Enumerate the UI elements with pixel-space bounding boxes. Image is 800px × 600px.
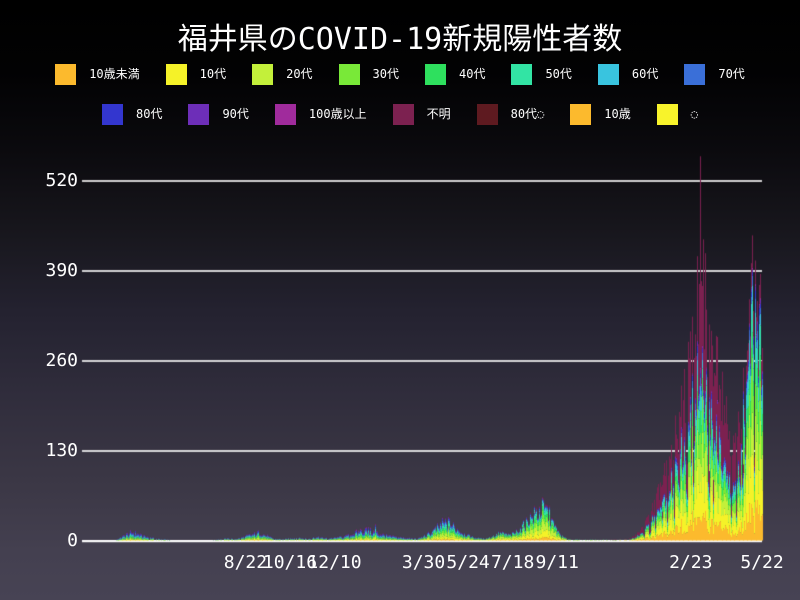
legend-label: 80代	[136, 107, 163, 121]
x-tick-label: 3/30	[401, 552, 446, 573]
legend-swatch	[392, 104, 414, 125]
legend-item: 50代	[511, 64, 572, 85]
legend-item: 不明	[392, 104, 451, 125]
x-tick-label: 12/10	[307, 552, 362, 573]
legend-swatch	[597, 64, 619, 85]
legend-swatch	[188, 104, 210, 125]
legend-label: 不明	[426, 107, 451, 121]
y-tick-label: 130	[45, 440, 78, 461]
x-tick-label: 9/11	[535, 552, 579, 573]
legend-item: 100歳以上	[274, 104, 367, 125]
y-tick-label: 0	[67, 530, 78, 551]
legend-label: 30代	[372, 67, 399, 81]
y-tick-label: 390	[45, 260, 78, 281]
legend-label: 80代◌	[510, 107, 545, 121]
legend-item: 80代◌	[476, 104, 545, 125]
legend-swatch	[252, 64, 274, 85]
legend-row-2: 80代 90代 100歳以上 不明 80代◌ 10歳 ◌	[0, 104, 800, 125]
legend-row-1: 10歳未満 10代 20代 30代 40代 50代 60代 70代	[0, 64, 800, 85]
legend-item: 90代	[188, 104, 249, 125]
legend-item: 30代	[338, 64, 399, 85]
legend-label: 60代	[631, 67, 659, 81]
legend-label: 10歳	[604, 107, 631, 121]
legend-label: 20代	[286, 67, 313, 81]
legend-item: 20代	[252, 64, 313, 85]
legend-swatch	[656, 104, 678, 125]
legend-swatch	[425, 64, 446, 85]
legend-item: ◌	[656, 104, 698, 125]
legend-swatch	[165, 64, 187, 85]
legend-swatch	[476, 104, 498, 125]
legend-swatch	[684, 64, 706, 85]
x-tick-label: 10/16	[262, 552, 318, 573]
y-tick-label: 520	[45, 170, 78, 191]
legend-item: 70代	[684, 64, 745, 85]
legend-label: 10歳未満	[89, 67, 140, 81]
x-tick-label: 7/18	[490, 552, 535, 573]
legend-swatch	[570, 104, 592, 125]
legend-swatch	[511, 64, 533, 85]
legend-label: 100歳以上	[308, 107, 367, 121]
x-tick-label: 5/24	[446, 552, 490, 573]
legend-label: 70代	[718, 67, 745, 81]
legend-swatch	[274, 104, 296, 125]
legend-item: 40代	[425, 64, 485, 85]
x-tick-label: 5/22	[740, 552, 784, 573]
legend-item: 60代	[597, 64, 659, 85]
chart-title: 福井県のCOVID-19新規陽性者数	[177, 22, 623, 57]
legend-item: 10歳	[570, 104, 631, 125]
legend-swatch	[338, 64, 360, 85]
legend-label: 90代	[222, 107, 249, 121]
legend-label: 10代	[199, 67, 227, 81]
legend-item: 10代	[165, 64, 227, 85]
legend-label: 50代	[545, 67, 572, 81]
y-tick-label: 260	[45, 350, 78, 371]
legend-item: 10歳未満	[55, 64, 140, 85]
legend-swatch	[102, 104, 123, 125]
legend-label: ◌	[690, 107, 698, 121]
x-tick-label: 8/22	[223, 552, 268, 573]
legend-label: 40代	[459, 67, 486, 81]
x-tick-label: 2/23	[669, 552, 713, 573]
y-axis-labels: 0 130 260 390 520	[0, 0, 78, 600]
legend-item: 80代	[102, 104, 162, 125]
legend-swatch	[55, 64, 77, 85]
